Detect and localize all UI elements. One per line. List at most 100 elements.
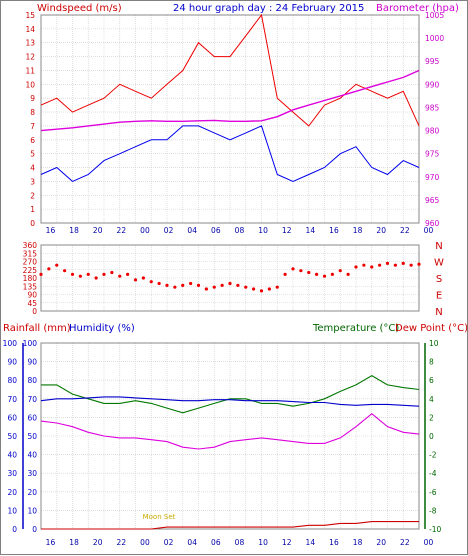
wind-x-tick-label: 18: [69, 226, 79, 235]
wind-left-tick-label: 5: [30, 150, 35, 159]
wind-right-tick-label: 1005: [425, 11, 444, 20]
temp-x-tick-label: 02: [164, 538, 174, 547]
rain-left-tick-label: 0: [12, 525, 17, 534]
direction-point: [110, 270, 114, 275]
wind-left-tick-label: 4: [30, 164, 35, 173]
wind-right-tick-label: 980: [425, 127, 440, 136]
wind-left-tick-label: 7: [30, 122, 35, 131]
wind-x-tick-label: 02: [164, 226, 174, 235]
dir-left-tick-label: 360: [23, 241, 38, 250]
humidity-left-tick-label: 50: [27, 432, 37, 441]
direction-point: [86, 272, 90, 276]
wind-left-tick-label: 15: [25, 11, 35, 20]
temp-x-tick-label: 04: [187, 538, 197, 547]
wind-right-tick-label: 1000: [425, 34, 444, 43]
wind-x-tick-label: 14: [306, 226, 316, 235]
temp-x-tick-label: 16: [46, 538, 56, 547]
direction-point: [259, 289, 264, 293]
direction-point: [228, 281, 232, 286]
direction-point: [244, 285, 248, 289]
dir-left-tick-label: 315: [23, 249, 38, 258]
direction-point: [236, 283, 240, 287]
temp-series-line: [41, 521, 419, 530]
humidity-left-tick-label: 40: [27, 451, 37, 460]
direction-point: [118, 274, 122, 278]
dir-left-tick-label: 90: [27, 291, 37, 300]
dir-left-tick-label: 135: [23, 282, 38, 291]
rainfall-label: Rainfall (mm): [3, 323, 71, 334]
temp-x-tick-label: 20: [93, 538, 103, 547]
rain-left-tick-label: 40: [7, 451, 17, 460]
wind-series-line: [40, 69, 420, 132]
temp-right-tick-label: 10: [429, 339, 439, 348]
dir-left-tick-label: 0: [32, 307, 37, 316]
wind-x-tick-label: 00: [424, 226, 434, 235]
humidity-left-tick-label: 70: [27, 395, 37, 404]
wind-right-tick-label: 995: [425, 57, 440, 66]
temp-x-tick-label: 14: [306, 538, 316, 547]
wind-left-tick-label: 9: [30, 94, 35, 103]
direction-point: [47, 267, 51, 271]
direction-point: [291, 267, 295, 271]
humidity-left-tick-label: 20: [27, 488, 37, 497]
wind-left-tick-label: 2: [30, 191, 35, 200]
humidity-left-tick-label: 60: [27, 413, 37, 422]
humidity-left-tick-label: 90: [27, 358, 37, 367]
temp-right-tick-label: -10: [429, 525, 441, 534]
temp-x-tick-label: 18: [353, 538, 363, 547]
direction-point: [78, 274, 82, 278]
wind-chart-frame: [40, 14, 420, 224]
temp-right-tick-label: 6: [429, 376, 434, 385]
wind-x-tick-label: 16: [46, 226, 56, 235]
direction-point: [212, 285, 216, 289]
temp-x-tick-label: 00: [140, 538, 150, 547]
direction-point: [63, 269, 67, 273]
wind-x-tick-label: 22: [117, 226, 127, 235]
temp-right-tick-label: 8: [429, 358, 434, 367]
direction-point: [267, 287, 271, 291]
wind-right-tick-label: 985: [425, 103, 440, 112]
wind-x-tick-label: 16: [329, 226, 339, 235]
windspeed-label: Windspeed (m/s): [37, 3, 122, 14]
direction-point: [307, 270, 311, 275]
rain-left-tick-label: 60: [7, 413, 17, 422]
temp-x-tick-label: 20: [376, 538, 386, 547]
direction-point: [204, 287, 208, 291]
direction-point: [409, 263, 413, 267]
humidity-left-tick-label: 0: [32, 525, 37, 534]
rain-left-tick-label: 90: [7, 358, 17, 367]
wind-right-tick-label: 990: [425, 80, 440, 89]
wind-x-tick-label: 18: [353, 226, 363, 235]
direction-point: [362, 263, 366, 267]
direction-point: [189, 281, 193, 286]
wind-left-tick-label: 14: [25, 25, 35, 34]
humidity-left-tick-label: 100: [23, 339, 38, 348]
rain-left-tick-label: 50: [7, 432, 17, 441]
wind-x-tick-label: 06: [211, 226, 221, 235]
direction-point: [283, 272, 287, 276]
wind-left-tick-label: 11: [25, 66, 35, 75]
wind-series-line: [40, 125, 420, 182]
wind-left-tick-label: 0: [30, 219, 35, 228]
humidity-left-tick-label: 80: [27, 376, 37, 385]
direction-point: [102, 272, 106, 276]
compass-label: S: [436, 274, 442, 285]
dir-left-tick-label: 45: [27, 299, 37, 308]
graph-title: 24 hour graph day : 24 February 2015: [173, 3, 365, 14]
temp-x-tick-label: 22: [400, 538, 410, 547]
direction-point: [181, 283, 185, 287]
wind-x-tick-label: 00: [140, 226, 150, 235]
direction-point: [39, 272, 43, 276]
direction-point: [133, 278, 138, 282]
direction-point: [275, 285, 279, 289]
wind-x-tick-label: 22: [400, 226, 410, 235]
wind-series-line: [40, 13, 420, 127]
rain-left-tick-label: 30: [7, 469, 17, 478]
wind-left-tick-label: 10: [25, 80, 35, 89]
temp-right-tick-label: -4: [429, 469, 437, 478]
rain-left-tick-label: 100: [3, 339, 18, 348]
direction-point: [354, 265, 358, 269]
direction-point: [196, 283, 201, 287]
dewpoint-label: Dew Point (°C): [395, 323, 468, 334]
